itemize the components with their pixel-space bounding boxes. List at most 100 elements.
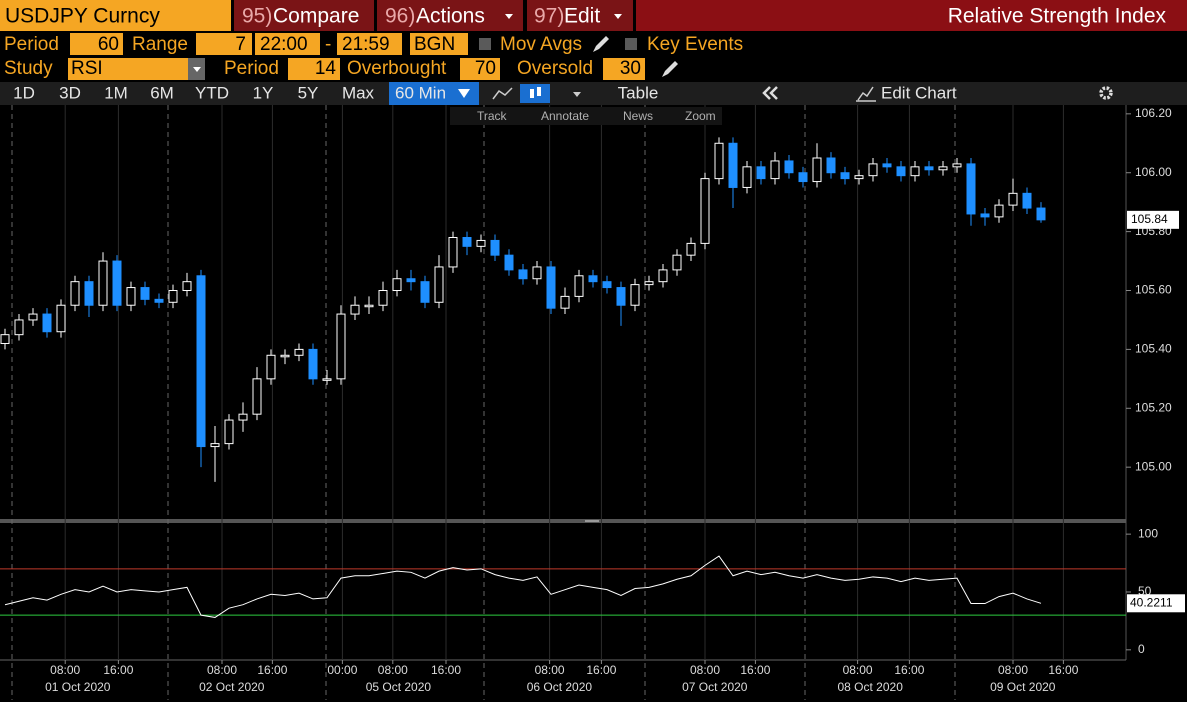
label: Overbought bbox=[347, 58, 447, 79]
candle-body bbox=[476, 239, 486, 247]
chart-tool[interactable]: Zoom bbox=[685, 109, 716, 123]
candle-body bbox=[434, 266, 444, 303]
input[interactable] bbox=[68, 58, 188, 80]
candle-body bbox=[588, 275, 598, 283]
security-box[interactable] bbox=[0, 0, 231, 31]
candle-body bbox=[420, 281, 430, 303]
interval-button[interactable] bbox=[389, 82, 479, 105]
chart-tool[interactable]: News bbox=[623, 109, 653, 123]
candle-body bbox=[924, 166, 934, 171]
candle-body bbox=[182, 281, 192, 292]
candle-body bbox=[994, 204, 1004, 218]
y-tick-label: 105.20 bbox=[1135, 400, 1172, 414]
input[interactable] bbox=[70, 33, 123, 55]
candle-body bbox=[980, 213, 990, 218]
plot: 105.84 40.2211 bbox=[0, 137, 1185, 618]
candle-body bbox=[84, 281, 94, 306]
candle-body bbox=[350, 304, 360, 315]
candle-body bbox=[42, 313, 52, 333]
day-label: 05 Oct 2020 bbox=[366, 680, 432, 694]
candle-body bbox=[938, 166, 948, 171]
menu-actions[interactable] bbox=[377, 0, 523, 31]
timeframe-button[interactable]: YTD bbox=[195, 83, 229, 102]
input-value: 21:59 bbox=[342, 34, 390, 55]
collapse-icon[interactable] bbox=[762, 86, 778, 100]
candle-icon-button[interactable] bbox=[520, 84, 550, 103]
candle-body bbox=[728, 142, 738, 188]
line-icon[interactable] bbox=[492, 87, 513, 100]
chart-tool[interactable]: Annotate bbox=[541, 109, 589, 123]
dropdown-arrow bbox=[505, 14, 513, 19]
menu-compare[interactable] bbox=[234, 0, 374, 31]
edit-chart-button[interactable]: Edit Chart bbox=[881, 83, 957, 102]
y-tick-label: 105.60 bbox=[1135, 283, 1172, 297]
timeframe-button[interactable]: 6M bbox=[150, 83, 174, 102]
pencil-icon[interactable] bbox=[593, 36, 609, 52]
candle-body bbox=[98, 260, 108, 306]
candle-icon bbox=[530, 89, 534, 98]
label: Oversold bbox=[517, 58, 593, 79]
rsi-tick-label: 0 bbox=[1138, 642, 1145, 656]
timeframe-button[interactable]: Max bbox=[342, 83, 375, 102]
candle-body bbox=[756, 166, 766, 180]
checkbox[interactable] bbox=[625, 38, 637, 50]
label: Period bbox=[224, 58, 279, 79]
table-button[interactable]: Table bbox=[618, 83, 659, 102]
candle-icon bbox=[537, 87, 541, 96]
day-label: 02 Oct 2020 bbox=[199, 680, 265, 694]
input[interactable] bbox=[337, 33, 402, 55]
candle-body bbox=[238, 413, 248, 421]
x-tick-label: 00:00 bbox=[327, 663, 357, 677]
candle-body bbox=[952, 163, 962, 168]
input[interactable] bbox=[603, 58, 645, 80]
label: Mov Avgs bbox=[500, 34, 582, 55]
label: Period bbox=[4, 34, 59, 55]
settings-icon[interactable] bbox=[1099, 86, 1113, 100]
candle-body bbox=[966, 163, 976, 215]
candle-body bbox=[532, 266, 542, 280]
input[interactable] bbox=[255, 33, 320, 55]
panel-divider bbox=[0, 519, 1126, 523]
timeframe-button[interactable]: 3D bbox=[59, 83, 81, 102]
dropdown-arrow bbox=[193, 67, 201, 72]
candle-body bbox=[574, 275, 584, 297]
chart-tool[interactable]: Track bbox=[477, 109, 508, 123]
edit-chart-icon bbox=[856, 86, 876, 102]
y-tick-label: 105.40 bbox=[1135, 342, 1172, 356]
checkbox[interactable] bbox=[479, 38, 491, 50]
rsi-line bbox=[4, 555, 1042, 618]
candle-body bbox=[126, 287, 136, 306]
x-tick-label: 16:00 bbox=[894, 663, 924, 677]
candle-body bbox=[798, 172, 808, 183]
day-label: 09 Oct 2020 bbox=[990, 680, 1056, 694]
pencil-icon[interactable] bbox=[662, 61, 678, 77]
input[interactable] bbox=[410, 33, 468, 55]
candle-body bbox=[490, 239, 500, 256]
timeframe-button[interactable]: 1M bbox=[104, 83, 128, 102]
candle-body bbox=[266, 354, 276, 380]
rsi-tick-label: 100 bbox=[1138, 526, 1158, 540]
label: Study bbox=[4, 58, 53, 79]
input[interactable] bbox=[196, 33, 252, 55]
timeframe-button[interactable]: 1Y bbox=[253, 83, 274, 102]
y-tick-label: 105.00 bbox=[1135, 459, 1172, 473]
candle-body bbox=[28, 313, 38, 321]
candle-body bbox=[140, 287, 150, 300]
timeframe-button[interactable]: 5Y bbox=[298, 83, 319, 102]
input[interactable] bbox=[288, 58, 340, 80]
candle-body bbox=[854, 175, 864, 180]
candle-body bbox=[882, 163, 892, 168]
day-label: 01 Oct 2020 bbox=[45, 680, 111, 694]
input[interactable] bbox=[460, 58, 500, 80]
menu-label: Edit bbox=[564, 5, 600, 28]
dropdown-arrow[interactable] bbox=[573, 92, 581, 97]
candle-body bbox=[252, 378, 262, 415]
candle-body bbox=[378, 290, 388, 306]
input-value: 60 bbox=[98, 34, 119, 55]
timeframe-button[interactable]: 1D bbox=[13, 83, 35, 102]
x-tick-label: 08:00 bbox=[207, 663, 237, 677]
y-tick-label: 106.20 bbox=[1135, 106, 1172, 120]
divider-handle[interactable] bbox=[585, 520, 599, 522]
